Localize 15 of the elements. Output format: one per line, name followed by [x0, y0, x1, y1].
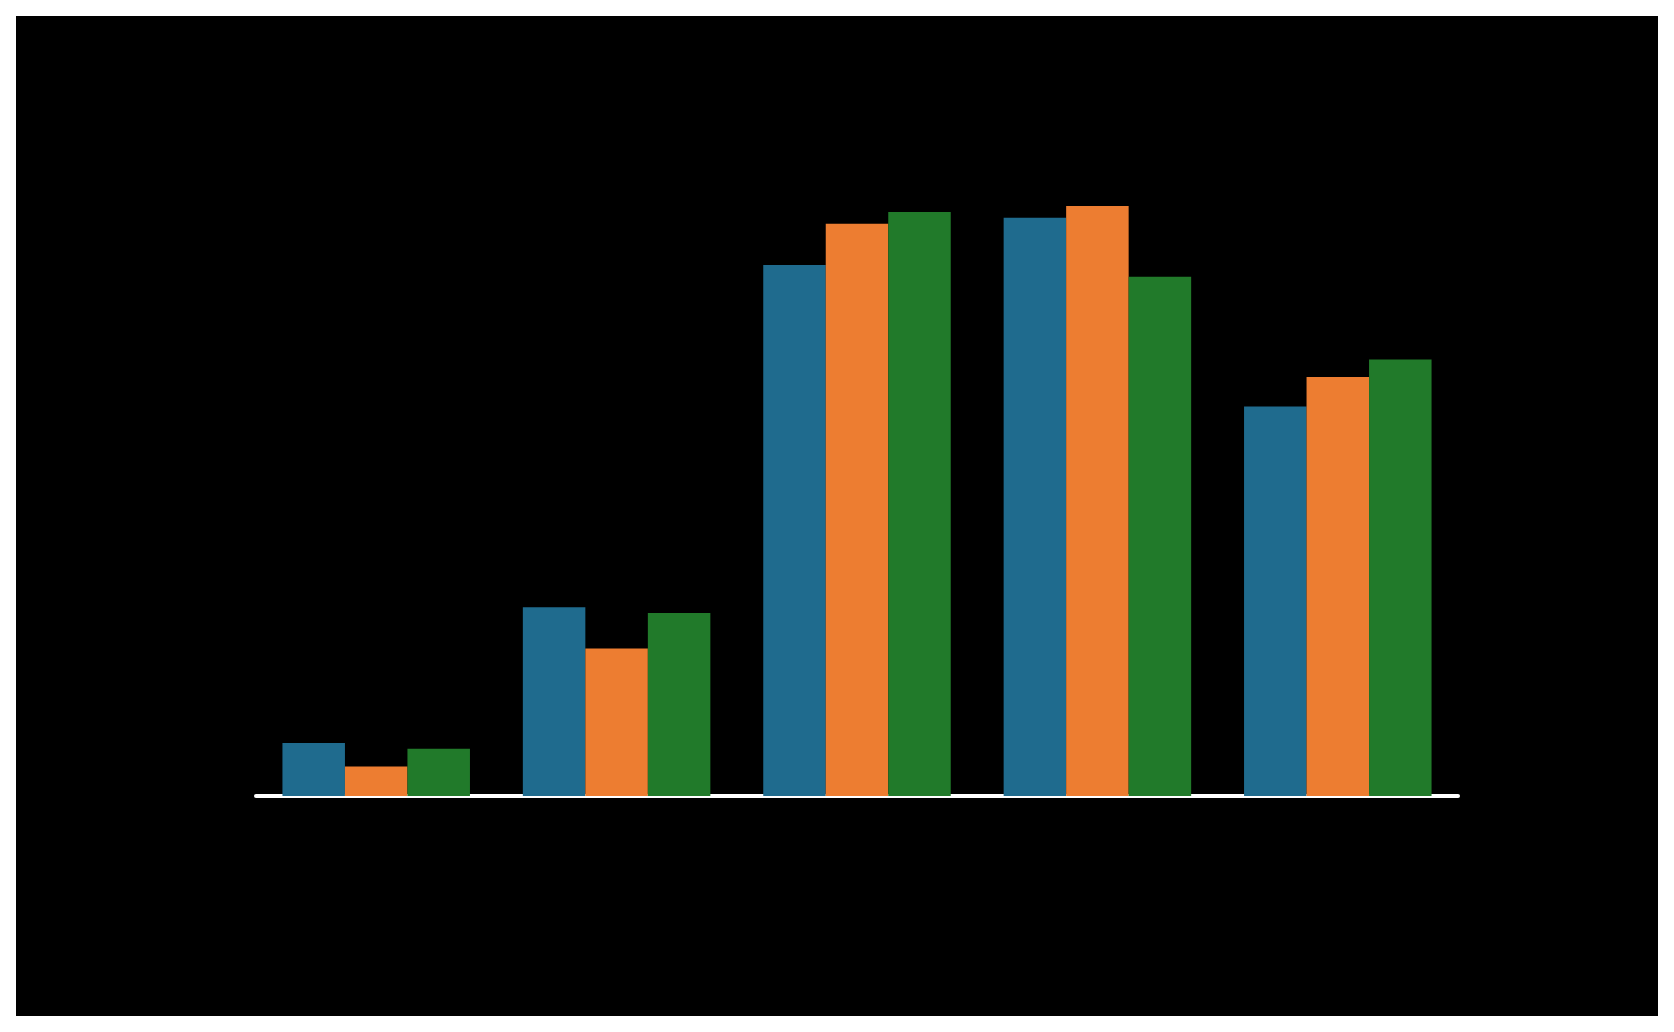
bar	[1244, 406, 1307, 796]
bar	[1306, 377, 1370, 796]
bar	[763, 265, 826, 796]
bar	[522, 607, 586, 796]
bar	[282, 742, 345, 796]
bar	[825, 223, 889, 796]
bar	[647, 613, 711, 796]
bar	[1369, 359, 1432, 796]
bar	[585, 648, 648, 796]
bar	[1128, 276, 1192, 796]
bar	[407, 748, 470, 796]
bar	[888, 211, 951, 796]
bar	[1003, 217, 1067, 796]
bar	[344, 766, 408, 796]
bar	[1066, 206, 1129, 796]
